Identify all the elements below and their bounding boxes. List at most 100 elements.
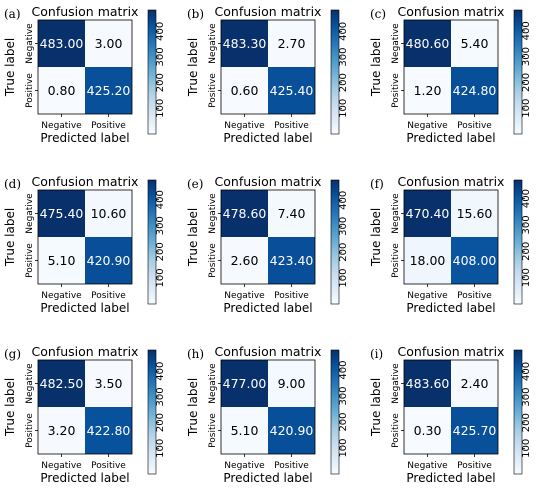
chart-title: Confusion matrix: [215, 174, 322, 189]
y-tick-label: Positive: [25, 73, 35, 108]
colorbar-tick-label: 200: [155, 242, 166, 261]
matrix-cell: [451, 237, 498, 284]
panel-b: (b) Confusion matrix 483.30 2.70 0.60 425.40 N…: [186, 4, 349, 145]
cell-value: 0.80: [48, 83, 76, 98]
colorbar: [330, 9, 340, 135]
y-tick-label: Positive: [25, 413, 35, 448]
colorbar-tick-label: 400: [521, 362, 532, 381]
matrix-cell: [221, 20, 268, 67]
x-tick-label: Negative: [407, 291, 448, 301]
chart-title: Confusion matrix: [398, 4, 505, 19]
y-tick-label: Negative: [25, 23, 35, 64]
x-tick-label: Positive: [274, 121, 309, 131]
cell-value: 10.60: [91, 206, 127, 221]
colorbar-tick-label: 400: [521, 21, 532, 40]
cell-value: 425.70: [453, 423, 497, 438]
panel-f: (f) Confusion matrix 470.40 15.60 18.00 408.0…: [369, 174, 532, 315]
x-tick-label: Negative: [41, 121, 82, 131]
y-axis-label: True label: [3, 378, 17, 437]
chart-title: Confusion matrix: [398, 344, 505, 359]
matrix-cell: [451, 20, 498, 67]
cell-value: 480.60: [406, 36, 450, 51]
matrix-cell: [404, 237, 451, 284]
colorbar-tick-label: 400: [338, 22, 349, 41]
matrix-cell: [221, 407, 268, 454]
cell-value: 477.00: [223, 376, 267, 391]
cell-value: 0.60: [231, 83, 259, 98]
matrix-cell: [268, 190, 315, 237]
cell-value: 2.70: [278, 36, 306, 51]
matrix-cell: [404, 360, 451, 407]
x-axis-label: Predicted label: [406, 471, 495, 485]
matrix-cell: [268, 407, 315, 454]
colorbar-tick-label: 300: [521, 215, 532, 234]
cell-value: 483.00: [40, 36, 84, 51]
matrix-cell: [268, 360, 315, 407]
chart-title: Confusion matrix: [398, 174, 505, 189]
matrix-cell: [404, 190, 451, 237]
x-tick-label: Positive: [91, 291, 126, 301]
y-axis-label: True label: [369, 378, 383, 437]
colorbar-tick-label: 300: [155, 47, 166, 66]
colorbar: [513, 179, 523, 305]
colorbar-tick-label: 200: [521, 242, 532, 261]
x-tick-label: Negative: [41, 461, 82, 471]
panel-label: (c): [370, 7, 386, 21]
colorbar: [330, 349, 340, 475]
x-axis-label: Predicted label: [40, 471, 129, 485]
cell-value: 423.40: [270, 253, 314, 268]
x-tick-label: Positive: [91, 461, 126, 471]
y-tick-label: Positive: [25, 243, 35, 278]
y-tick-label: Negative: [208, 23, 218, 64]
x-tick-label: Positive: [91, 121, 126, 131]
x-tick-label: Positive: [274, 291, 309, 301]
colorbar-tick-label: 300: [155, 216, 166, 235]
chart-title: Confusion matrix: [32, 4, 139, 19]
matrix-cell: [221, 237, 268, 284]
x-tick-label: Positive: [457, 121, 492, 131]
colorbar-tick-label: 400: [338, 360, 349, 379]
matrix-cell: [451, 67, 498, 114]
matrix-cell: [85, 20, 132, 67]
colorbar-tick-label: 100: [338, 438, 349, 457]
x-tick-label: Negative: [407, 121, 448, 131]
y-tick-label: Positive: [391, 73, 401, 108]
colorbar: [330, 179, 340, 305]
y-tick-label: Negative: [391, 193, 401, 234]
x-axis-label: Predicted label: [223, 131, 312, 145]
panel-label: (g): [4, 347, 21, 361]
matrix-frame: [220, 359, 316, 455]
colorbar-tick-label: 400: [155, 362, 166, 381]
colorbar-tick-label: 100: [155, 439, 166, 458]
y-tick-label: Negative: [208, 193, 218, 234]
matrix-cell: [221, 190, 268, 237]
cell-value: 424.80: [453, 83, 497, 98]
y-axis-label: True label: [186, 38, 200, 97]
cell-value: 15.60: [457, 206, 493, 221]
y-tick-label: Negative: [25, 193, 35, 234]
matrix-frame: [403, 359, 499, 455]
y-tick-label: Negative: [208, 363, 218, 404]
cell-value: 5.10: [48, 253, 76, 268]
panel-c: (c) Confusion matrix 480.60 5.40 1.20 424.80 N…: [369, 4, 532, 145]
matrix-cell: [38, 407, 85, 454]
cell-value: 18.00: [410, 253, 446, 268]
y-tick-label: Positive: [208, 413, 218, 448]
x-axis-label: Predicted label: [223, 301, 312, 315]
y-axis-label: True label: [3, 208, 17, 267]
cell-value: 420.90: [87, 253, 131, 268]
x-tick-label: Positive: [274, 461, 309, 471]
matrix-frame: [220, 19, 316, 115]
y-tick-label: Negative: [391, 23, 401, 64]
colorbar-tick-label: 400: [155, 190, 166, 209]
matrix-cell: [38, 360, 85, 407]
colorbar-tick-label: 100: [521, 439, 532, 458]
x-tick-label: Negative: [224, 121, 265, 131]
panel-i: (i) Confusion matrix 483.60 2.40 0.30 425.70 N…: [369, 344, 532, 485]
matrix-frame: [220, 189, 316, 285]
y-tick-label: Negative: [25, 363, 35, 404]
x-tick-label: Positive: [457, 461, 492, 471]
y-tick-label: Negative: [391, 363, 401, 404]
matrix-frame: [403, 19, 499, 115]
